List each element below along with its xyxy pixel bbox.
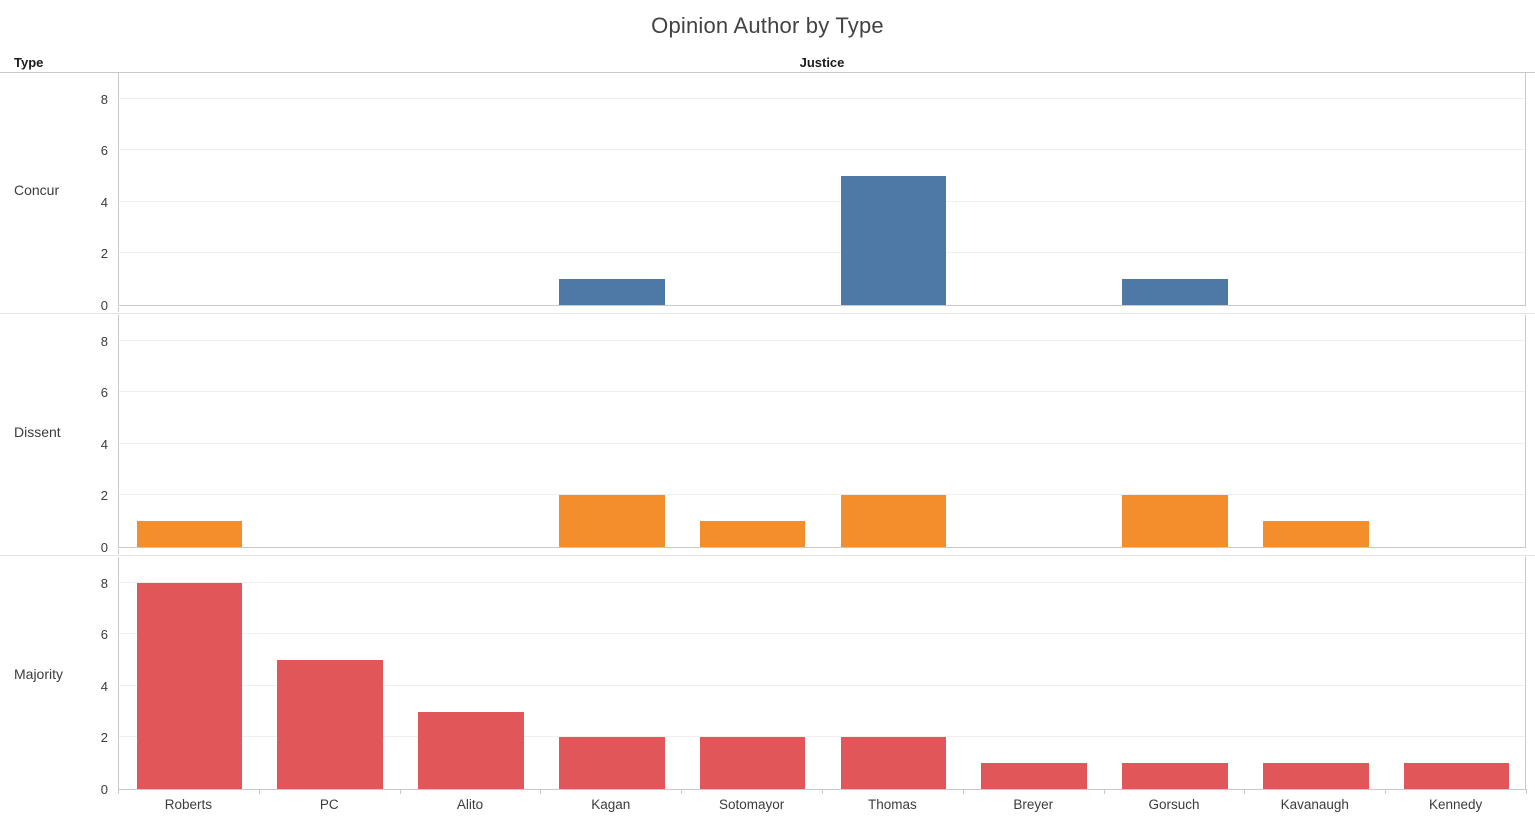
y-tick-label: 6 bbox=[100, 627, 108, 643]
facet-divider bbox=[0, 307, 1535, 314]
bar-majority-sotomayor[interactable] bbox=[699, 737, 806, 789]
y-tick-label: 6 bbox=[100, 385, 108, 401]
facet-label-majority[interactable]: Majority bbox=[14, 665, 64, 682]
gridline bbox=[119, 581, 1525, 583]
y-tick-label: 8 bbox=[100, 575, 108, 591]
y-tick-label: 0 bbox=[100, 298, 108, 313]
x-label-gorsuch[interactable]: Gorsuch bbox=[1148, 797, 1200, 812]
facet-area: Concur 0 2 4 6 8 Dissent 0 2 4 6 8 Majority 0 2 4 6 8 bbox=[0, 73, 1535, 797]
facet-label-concur[interactable]: Concur bbox=[14, 181, 60, 198]
x-axis-tick bbox=[822, 789, 823, 794]
bar-majority-kavanaugh[interactable] bbox=[1263, 763, 1369, 789]
bar-concur-kagan[interactable] bbox=[559, 279, 665, 305]
x-axis-tick bbox=[1385, 789, 1387, 794]
shelf-header-row: Type Justice bbox=[0, 55, 1535, 73]
y-axis-concur: 0 2 4 6 8 bbox=[0, 73, 108, 313]
bar-dissent-sotomayor[interactable] bbox=[699, 521, 806, 547]
column-shelf-header[interactable]: Justice bbox=[799, 55, 845, 70]
x-label-sotomayor[interactable]: Sotomayor bbox=[718, 797, 785, 812]
chart-title: Opinion Author by Type bbox=[651, 13, 884, 38]
x-label-alito[interactable]: Alito bbox=[456, 797, 484, 812]
x-label-roberts[interactable]: Roberts bbox=[164, 797, 213, 812]
bar-dissent-roberts[interactable] bbox=[136, 521, 243, 547]
x-label-pc[interactable]: PC bbox=[319, 797, 339, 812]
x-label-kavanaugh[interactable]: Kavanaugh bbox=[1280, 797, 1349, 812]
gridline bbox=[119, 684, 1525, 686]
x-label-thomas[interactable]: Thomas bbox=[868, 797, 917, 812]
facet-majority: Majority 0 2 4 6 8 bbox=[0, 557, 1535, 797]
facet-panel-dissent bbox=[118, 315, 1526, 548]
y-tick-label: 0 bbox=[100, 782, 108, 797]
x-label-kennedy[interactable]: Kennedy bbox=[1428, 797, 1483, 812]
gridline bbox=[119, 149, 1525, 151]
x-label-breyer[interactable]: Breyer bbox=[1013, 797, 1054, 812]
bar-majority-gorsuch[interactable] bbox=[1122, 763, 1228, 789]
facet-panel-concur bbox=[118, 73, 1526, 306]
gridline bbox=[119, 200, 1525, 202]
y-tick-label: 4 bbox=[100, 436, 108, 452]
y-axis-dissent: 0 2 4 6 8 bbox=[0, 315, 108, 555]
gridline bbox=[119, 252, 1525, 254]
x-axis-tick bbox=[681, 789, 683, 794]
y-tick-label: 4 bbox=[100, 194, 108, 210]
y-tick-label: 2 bbox=[100, 246, 108, 262]
bar-dissent-kavanaugh[interactable] bbox=[1263, 521, 1369, 547]
gridline bbox=[119, 391, 1525, 393]
x-label-kagan[interactable]: Kagan bbox=[591, 797, 631, 812]
y-tick-label: 8 bbox=[100, 91, 108, 107]
x-axis-tick bbox=[1103, 789, 1105, 794]
gridline bbox=[119, 339, 1525, 341]
bar-dissent-gorsuch[interactable] bbox=[1122, 495, 1228, 547]
bar-majority-breyer[interactable] bbox=[981, 763, 1087, 789]
x-axis-tick bbox=[118, 789, 119, 794]
x-axis-tick bbox=[540, 789, 542, 794]
y-tick-label: 8 bbox=[100, 333, 108, 349]
gridline bbox=[119, 736, 1525, 738]
x-axis-tick bbox=[258, 789, 260, 794]
facet-dissent: Dissent 0 2 4 6 8 bbox=[0, 315, 1535, 557]
gridline bbox=[119, 442, 1525, 444]
y-tick-label: 0 bbox=[100, 540, 108, 555]
y-tick-label: 4 bbox=[100, 678, 108, 694]
facet-panel-majority bbox=[118, 557, 1526, 790]
bar-majority-alito[interactable] bbox=[418, 711, 524, 789]
axis-tick bbox=[118, 307, 119, 312]
row-shelf-header[interactable]: Type bbox=[14, 55, 44, 70]
gridline bbox=[119, 633, 1525, 635]
bar-concur-gorsuch[interactable] bbox=[1122, 279, 1228, 305]
facet-label-dissent[interactable]: Dissent bbox=[14, 423, 61, 440]
x-axis-labels-row: Roberts PC Alito Kagan Sotomayor Thomas Breyer… bbox=[0, 789, 1535, 823]
x-axis-tick bbox=[962, 789, 964, 794]
gridline bbox=[119, 97, 1525, 99]
x-axis-tick bbox=[399, 789, 401, 794]
y-axis-majority: 0 2 4 6 8 bbox=[0, 557, 108, 797]
x-axis-tick bbox=[1526, 789, 1527, 794]
gridline bbox=[119, 494, 1525, 496]
bar-majority-thomas[interactable] bbox=[840, 737, 947, 789]
y-tick-label: 2 bbox=[100, 730, 108, 746]
y-tick-label: 6 bbox=[100, 143, 108, 159]
bar-concur-thomas[interactable] bbox=[840, 176, 947, 305]
facet-concur: Concur 0 2 4 6 8 bbox=[0, 73, 1535, 315]
bar-dissent-kagan[interactable] bbox=[559, 495, 665, 547]
axis-tick bbox=[118, 549, 119, 554]
bar-majority-kennedy[interactable] bbox=[1403, 763, 1510, 789]
y-tick-label: 2 bbox=[100, 488, 108, 504]
bar-majority-kagan[interactable] bbox=[559, 737, 665, 789]
bar-majority-pc[interactable] bbox=[277, 660, 383, 789]
facet-divider bbox=[0, 549, 1535, 556]
x-axis-tick bbox=[1244, 789, 1246, 794]
bar-dissent-thomas[interactable] bbox=[840, 495, 947, 547]
bar-majority-roberts[interactable] bbox=[136, 582, 243, 789]
